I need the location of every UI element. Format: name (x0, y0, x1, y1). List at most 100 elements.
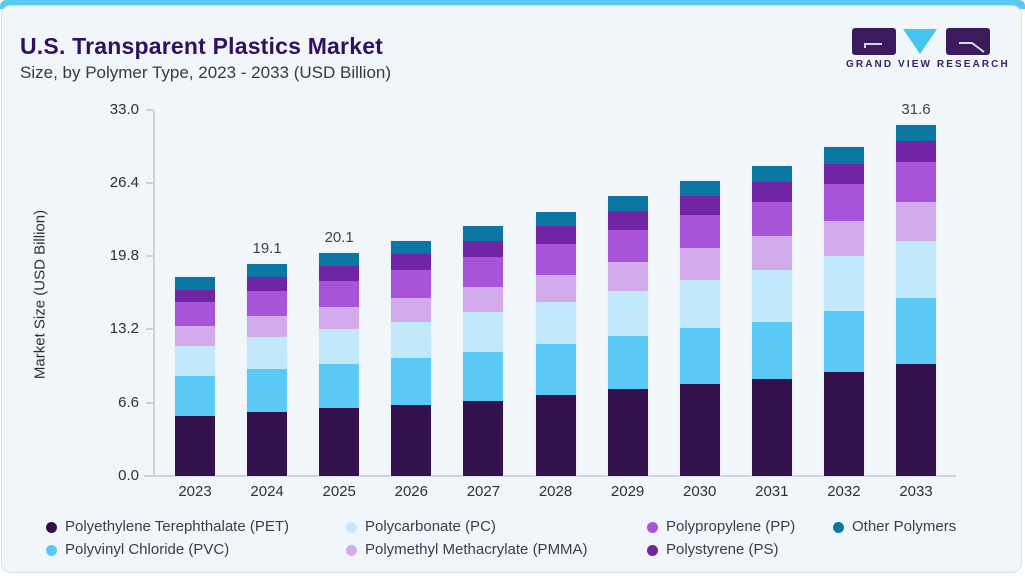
bar-segment (679, 248, 720, 280)
bar-segment (679, 196, 720, 216)
bar-2025 (319, 252, 360, 476)
bar-segment (463, 351, 504, 401)
bar-segment (463, 400, 504, 476)
bar-segment (175, 301, 215, 327)
bar-2023 (175, 277, 215, 476)
x-tick-label: 2029 (610, 483, 645, 500)
bar-segment (751, 181, 792, 202)
x-tick-label: 2027 (466, 483, 501, 500)
page-title: U.S. Transparent Plastics Market (20, 33, 384, 59)
bar-segment (247, 316, 288, 338)
bar-segment (247, 264, 288, 278)
y-tick-mark (146, 181, 153, 184)
legend-color-dot (346, 522, 357, 533)
bar-segment (823, 220, 864, 257)
bar-segment (319, 252, 360, 267)
bar-segment (896, 125, 936, 141)
bar-segment (319, 408, 360, 476)
bar-segment (896, 201, 936, 241)
legend-item-label: Polymethyl Methacrylate (PMMA) (365, 541, 588, 558)
legend-color-dot (833, 522, 844, 533)
bar-segment (175, 346, 215, 377)
bar-segment (535, 275, 576, 302)
bar-2026 (391, 240, 432, 476)
bar-segment (679, 215, 720, 249)
bar-segment (679, 383, 720, 476)
bar-segment (896, 298, 936, 364)
bar-segment (607, 210, 648, 230)
legend-item-label: Polystyrene (PS) (666, 541, 779, 558)
bar-segment (896, 140, 936, 162)
bar-segment (247, 337, 288, 370)
bar-segment (535, 226, 576, 245)
bar-segment (751, 379, 792, 476)
bar-segment (247, 277, 288, 291)
legend-item-label: Polyethylene Terephthalate (PET) (65, 518, 290, 535)
x-tick-label: 2028 (538, 483, 573, 500)
bar-segment (607, 229, 648, 262)
bar-2031 (751, 166, 792, 476)
bar-segment (823, 371, 864, 476)
bar-segment (463, 240, 504, 258)
bar-segment (319, 329, 360, 364)
bar-segment (247, 369, 288, 412)
logo-g-block (852, 28, 896, 55)
bar-segment (175, 277, 215, 290)
bar-segment (391, 321, 432, 359)
bar-segment (391, 240, 432, 255)
bar-segment (751, 166, 792, 182)
legend-color-dot (46, 522, 57, 533)
y-axis-line (153, 109, 155, 476)
bar-segment (823, 310, 864, 372)
bar-value-label: 20.1 (324, 228, 354, 246)
bar-segment (607, 336, 648, 390)
bar-segment (823, 184, 864, 221)
y-axis-title: Market Size (USD Billion) (31, 209, 49, 380)
bar-segment (823, 147, 864, 165)
bar-segment (463, 287, 504, 312)
bar-segment (247, 290, 288, 317)
bar-segment (607, 389, 648, 476)
bar-segment (391, 269, 432, 299)
bar-2032 (823, 147, 864, 476)
y-tick-label: 19.8 (109, 247, 139, 265)
bar-segment (463, 226, 504, 241)
bar-segment (175, 376, 215, 417)
bar-segment (679, 328, 720, 384)
bar-segment (679, 180, 720, 197)
bar-segment (679, 279, 720, 329)
y-tick-label: 6.6 (118, 393, 139, 411)
bar-2027 (463, 226, 504, 476)
bar-segment (535, 244, 576, 276)
bar-2028 (535, 211, 576, 476)
logo-v-triangle (903, 29, 937, 54)
bar-segment (535, 343, 576, 395)
bar-2033 (896, 125, 936, 476)
bar-segment (319, 363, 360, 409)
legend-color-dot (647, 545, 658, 556)
x-tick-label: 2030 (683, 483, 717, 500)
accent-top-strip (0, 0, 1025, 9)
y-tick-mark (146, 401, 153, 404)
bar-segment (391, 254, 432, 270)
bar-segment (823, 256, 864, 311)
bar-segment (607, 261, 648, 291)
bar-segment (391, 358, 432, 405)
bar-segment (751, 321, 792, 380)
bar-2030 (679, 180, 720, 476)
gvr-logo: GRAND VIEW RESEARCH (846, 28, 1008, 70)
bar-segment (751, 236, 792, 270)
bar-segment (391, 298, 432, 322)
bar-segment (823, 164, 864, 185)
legend-item-label: Polyvinyl Chloride (PVC) (65, 541, 230, 558)
x-tick-label: 2033 (899, 483, 933, 500)
bar-value-label: 31.6 (901, 101, 931, 119)
gvr-logo-icon (852, 28, 990, 55)
legend-color-dot (346, 545, 357, 556)
y-tick-label: 26.4 (109, 173, 139, 191)
bar-segment (319, 307, 360, 330)
bar-segment (319, 280, 360, 308)
bar-segment (535, 301, 576, 344)
legend-color-dot (647, 522, 658, 533)
bar-segment (391, 404, 432, 476)
